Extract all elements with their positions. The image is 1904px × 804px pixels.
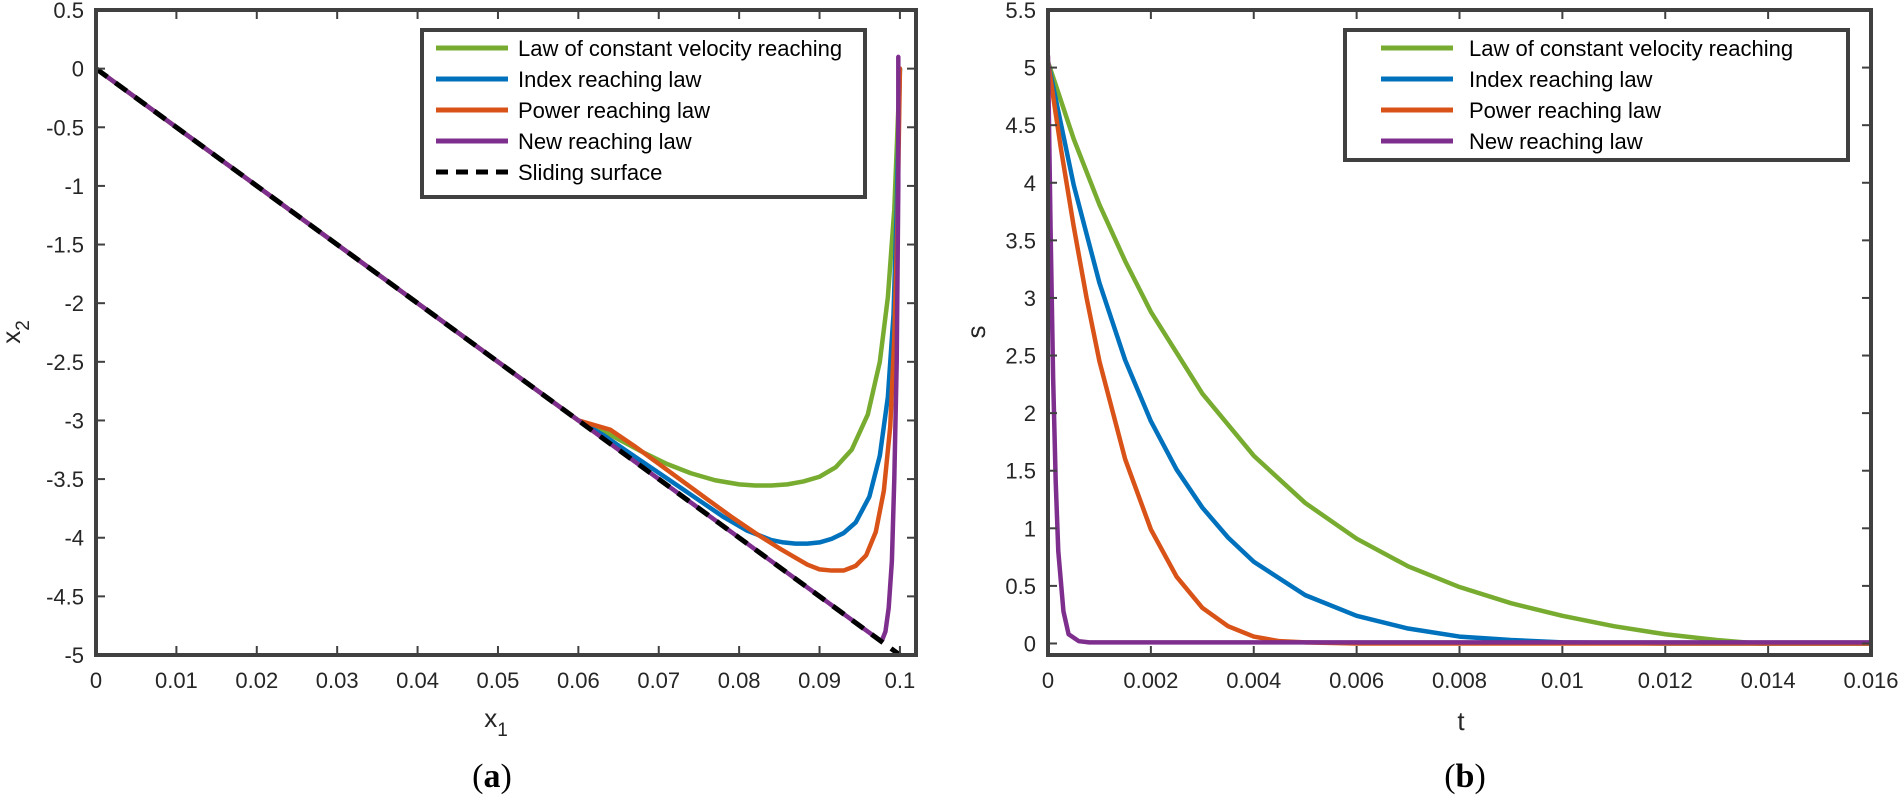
y-tick-label: 3 <box>1024 286 1036 311</box>
legend-box <box>1343 28 1850 162</box>
series-line-law-of-constant-velocity-reaching <box>1048 59 1871 646</box>
y-tick-label: -3.5 <box>46 467 84 492</box>
panel-a-caption-open: ( <box>472 758 483 795</box>
legend-label: New reaching law <box>1469 129 1643 154</box>
legend-label: New reaching law <box>518 129 692 154</box>
x-tick-label: 0.09 <box>798 668 841 693</box>
x-tick-label: 0.006 <box>1329 668 1384 693</box>
x-tick-label: 0 <box>90 668 102 693</box>
x-tick-label: 0.01 <box>1541 668 1584 693</box>
x-tick-label: 0.1 <box>885 668 916 693</box>
series-line-new-reaching-law <box>1048 53 1871 645</box>
panel-b-caption-open: ( <box>1444 758 1455 795</box>
y-tick-label: 2.5 <box>1005 344 1036 369</box>
panel-a-xlabel-main: x <box>484 703 497 733</box>
legend-label: Power reaching law <box>1469 98 1661 123</box>
legend-label: Index reaching law <box>1469 67 1653 92</box>
y-tick-label: 1 <box>1024 516 1036 541</box>
x-tick-label: 0.01 <box>155 668 198 693</box>
panel-a-legend: Law of constant velocity reaching Index r… <box>420 28 867 199</box>
x-tick-label: 0.004 <box>1226 668 1281 693</box>
y-tick-label: -1 <box>64 174 84 199</box>
y-tick-label: 1.5 <box>1005 459 1036 484</box>
y-tick-label: -0.5 <box>46 115 84 140</box>
panel-a-curves <box>96 54 903 655</box>
y-tick-label: 0 <box>72 57 84 82</box>
y-tick-label: 0.5 <box>53 0 84 23</box>
x-tick-label: 0.08 <box>718 668 761 693</box>
panel-b-ylabel: s <box>961 326 991 339</box>
y-tick-label: -3 <box>64 408 84 433</box>
panel-b-caption-letter: b <box>1456 758 1475 795</box>
panel-b-xlabel: t <box>1457 706 1465 736</box>
x-tick-label: 0.012 <box>1638 668 1693 693</box>
panel-a: 0 0.01 0.02 0.03 0.04 0.05 0.06 0.07 0.08 0.09 0.1… <box>0 0 918 795</box>
panel-a-ylabel-main: x <box>0 331 26 344</box>
legend-label: Index reaching law <box>518 67 702 92</box>
legend-label: Law of constant velocity reaching <box>518 36 842 61</box>
panel-a-xlabel: x1 <box>484 703 508 741</box>
y-tick-label: 0.5 <box>1005 574 1036 599</box>
y-tick-label: 3.5 <box>1005 228 1036 253</box>
y-tick-label: 4 <box>1024 171 1036 196</box>
y-tick-label: 5.5 <box>1005 0 1036 23</box>
x-tick-label: 0.016 <box>1843 668 1898 693</box>
y-tick-label: -4 <box>64 526 84 551</box>
panel-b-legend: Law of constant velocity reaching Index r… <box>1343 28 1850 162</box>
x-tick-label: 0.05 <box>477 668 520 693</box>
panel-a-xlabel-sub: 1 <box>497 720 508 741</box>
y-tick-label: -1.5 <box>46 233 84 258</box>
y-tick-label: 5 <box>1024 56 1036 81</box>
panel-a-caption: (a) <box>472 758 512 795</box>
legend-label: Power reaching law <box>518 98 710 123</box>
y-tick-label: -4.5 <box>46 584 84 609</box>
x-tick-label: 0.06 <box>557 668 600 693</box>
panel-a-ylabel: x2 <box>0 320 34 344</box>
legend-label: Law of constant velocity reaching <box>1469 36 1793 61</box>
y-tick-label: 4.5 <box>1005 113 1036 138</box>
x-tick-label: 0.002 <box>1123 668 1178 693</box>
legend-box <box>420 28 867 199</box>
x-tick-label: 0.03 <box>316 668 359 693</box>
x-tick-label: 0.008 <box>1432 668 1487 693</box>
x-tick-label: 0.04 <box>396 668 439 693</box>
panel-b: 0 0.002 0.004 0.006 0.008 0.01 0.012 0.014 0.016… <box>961 0 1899 795</box>
x-tick-label: 0 <box>1042 668 1054 693</box>
panel-b-caption: (b) <box>1444 758 1486 795</box>
panel-a-ticks: 0 0.01 0.02 0.03 0.04 0.05 0.06 0.07 0.08 0.09 0.1… <box>46 0 916 693</box>
x-tick-label: 0.07 <box>637 668 680 693</box>
x-tick-label: 0.02 <box>235 668 278 693</box>
x-tick-label: 0.014 <box>1741 668 1796 693</box>
panel-b-curves <box>1048 53 1871 646</box>
panel-b-axes-box <box>1046 8 1873 657</box>
panel-a-caption-letter: a <box>484 758 501 795</box>
y-tick-label: -2 <box>64 291 84 316</box>
legend-label: Sliding surface <box>518 160 662 185</box>
panel-a-ylabel-sub: 2 <box>13 320 34 331</box>
series-line-sliding-surface <box>96 66 902 655</box>
y-tick-label: 0 <box>1024 631 1036 656</box>
y-tick-label: 2 <box>1024 401 1036 426</box>
y-tick-label: -5 <box>64 643 84 668</box>
y-tick-label: -2.5 <box>46 350 84 375</box>
panel-a-axes-box <box>94 8 918 657</box>
panel-a-caption-close: ) <box>501 758 512 795</box>
panel-b-caption-close: ) <box>1474 758 1485 795</box>
